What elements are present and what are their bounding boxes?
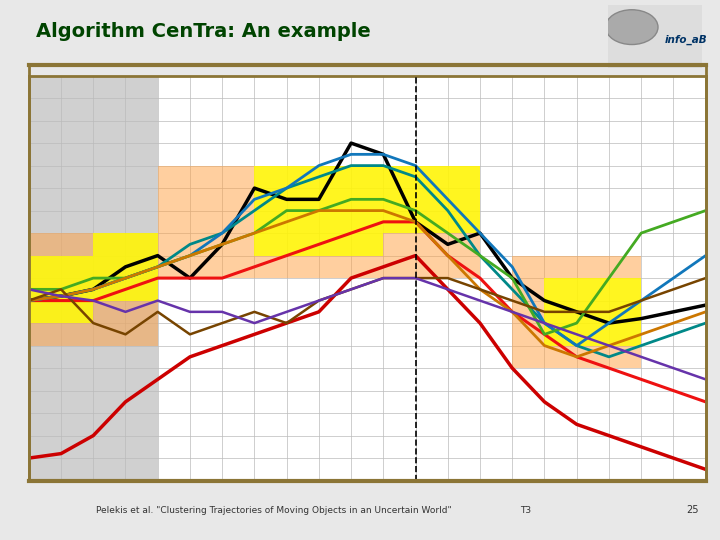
Text: Algorithm CenTra: An example: Algorithm CenTra: An example <box>36 22 371 40</box>
Bar <box>254 166 383 255</box>
Bar <box>512 255 641 368</box>
Bar <box>544 278 641 346</box>
Bar <box>29 255 94 323</box>
Text: Pelekis et al. "Clustering Trajectories of Moving Objects in an Uncertain World": Pelekis et al. "Clustering Trajectories … <box>96 506 451 515</box>
Bar <box>94 233 158 301</box>
Bar <box>29 76 158 481</box>
Bar <box>383 166 480 233</box>
Circle shape <box>606 10 658 44</box>
Bar <box>29 233 158 346</box>
Bar <box>319 166 480 278</box>
Text: T3: T3 <box>520 506 531 515</box>
Text: 25: 25 <box>686 505 698 515</box>
Bar <box>158 166 319 278</box>
Text: info_aB: info_aB <box>665 35 707 45</box>
